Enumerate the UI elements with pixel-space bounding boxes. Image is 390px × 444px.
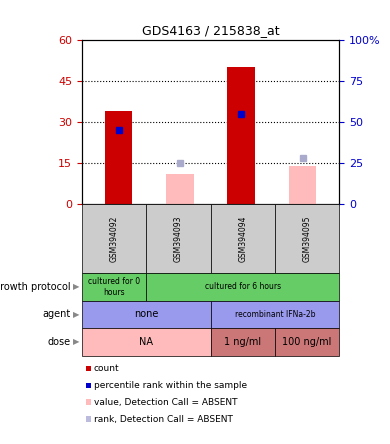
Text: dose: dose	[47, 337, 70, 347]
Text: percentile rank within the sample: percentile rank within the sample	[94, 381, 247, 390]
Text: recombinant IFNa-2b: recombinant IFNa-2b	[235, 310, 315, 319]
Text: NA: NA	[139, 337, 153, 347]
Text: rank, Detection Call = ABSENT: rank, Detection Call = ABSENT	[94, 415, 233, 424]
Bar	[105, 111, 133, 204]
Text: GSM394093: GSM394093	[174, 215, 183, 262]
Text: ▶: ▶	[73, 282, 80, 291]
Text: GSM394094: GSM394094	[238, 215, 247, 262]
Text: cultured for 6 hours: cultured for 6 hours	[205, 282, 281, 291]
Bar	[289, 166, 316, 204]
Bar	[166, 174, 194, 204]
Text: ▶: ▶	[73, 337, 80, 346]
Text: cultured for 0
hours: cultured for 0 hours	[88, 277, 140, 297]
Bar	[227, 67, 255, 204]
Text: 1 ng/ml: 1 ng/ml	[224, 337, 261, 347]
Text: ▶: ▶	[73, 310, 80, 319]
Text: growth protocol: growth protocol	[0, 282, 70, 292]
Title: GDS4163 / 215838_at: GDS4163 / 215838_at	[142, 24, 279, 37]
Text: GSM394095: GSM394095	[303, 215, 312, 262]
Text: agent: agent	[42, 309, 70, 319]
Text: none: none	[134, 309, 158, 319]
Text: value, Detection Call = ABSENT: value, Detection Call = ABSENT	[94, 398, 238, 407]
Text: count: count	[94, 364, 120, 373]
Text: 100 ng/ml: 100 ng/ml	[282, 337, 332, 347]
Text: GSM394092: GSM394092	[110, 215, 119, 262]
